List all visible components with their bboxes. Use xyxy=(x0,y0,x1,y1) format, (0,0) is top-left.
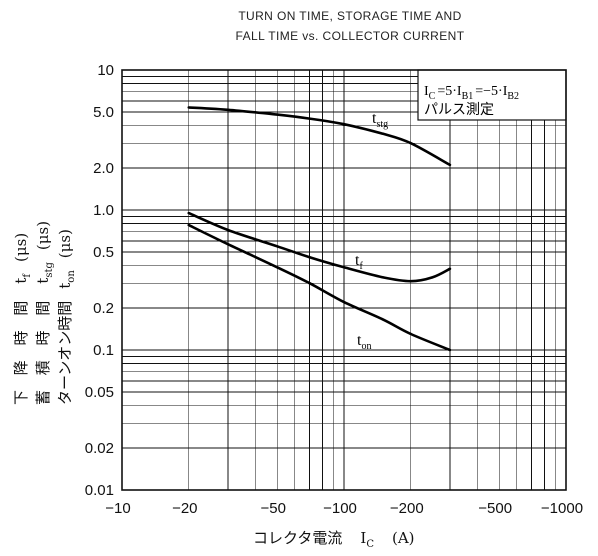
series-label-symbol: t xyxy=(372,110,377,127)
label-text: ターンオン時間 xyxy=(56,301,74,405)
data-point-ton xyxy=(342,300,346,304)
label-text: t xyxy=(12,278,30,284)
label-text: 蓄 積 時 間 xyxy=(34,296,52,405)
x-tick-labels: −10 −20 −50 −100 −200 −500 −1000 xyxy=(105,500,583,517)
y-tick-label: 0.01 xyxy=(85,482,114,499)
x-tick-label: −10 xyxy=(105,500,130,517)
label-text: t xyxy=(34,278,52,284)
data-point-tstg xyxy=(226,108,230,112)
data-point-tstg xyxy=(308,117,311,120)
subscript-text: B1 xyxy=(462,91,474,102)
y-axis-label-line-1: 下 降 時 間 tf (μs) xyxy=(12,233,33,405)
series-label-subscript: stg xyxy=(376,119,388,130)
series-label-symbol: t xyxy=(355,252,360,269)
subscript-text: on xyxy=(66,270,77,283)
y-tick-label: 10 xyxy=(97,62,114,79)
data-point-ton xyxy=(381,318,385,321)
label-text: パルス測定 xyxy=(424,102,494,118)
y-tick-label: 5.0 xyxy=(93,104,114,121)
series-label-tstg: tstg xyxy=(372,110,388,130)
data-point-tf xyxy=(308,256,311,259)
data-point-tstg xyxy=(381,132,385,135)
data-point-tstg xyxy=(342,123,346,126)
series-label-ton: ton xyxy=(357,332,371,352)
series-tf: tf xyxy=(187,211,452,283)
plot-grid xyxy=(122,70,566,490)
chart-title-line-1: TURN ON TIME, STORAGE TIME AND xyxy=(238,9,461,23)
label-text: (μs) xyxy=(12,233,30,262)
chart-title-line-2: FALL TIME vs. COLLECTOR CURRENT xyxy=(236,29,465,43)
series-label-subscript: on xyxy=(361,341,371,352)
data-point-tf xyxy=(448,267,452,270)
data-point-tf xyxy=(381,276,385,279)
y-tick-label: 2.0 xyxy=(93,160,114,177)
x-tick-label: −20 xyxy=(172,500,197,517)
data-point-ton xyxy=(226,243,230,246)
label-text: I xyxy=(360,529,366,547)
label-text: (A) xyxy=(392,529,415,547)
y-axis-label-line-3: ターンオン時間 ton (μs) xyxy=(56,229,77,405)
data-point-tf xyxy=(342,266,346,269)
x-tick-label: −200 xyxy=(390,500,424,517)
data-point-ton xyxy=(276,266,279,269)
data-point-tf xyxy=(226,228,230,232)
data-point-ton xyxy=(187,223,190,227)
data-point-ton xyxy=(409,332,412,336)
y-axis-label: 下 降 時 間tf(μs)蓄 積 時 間tstg(μs)ターンオン時間ton(μ… xyxy=(12,221,77,405)
data-point-ton xyxy=(448,348,452,352)
data-point-tstg xyxy=(409,142,412,145)
series-label-tf: tf xyxy=(355,252,363,272)
label-text: t xyxy=(56,283,74,289)
series-line-tstg xyxy=(187,106,452,167)
y-tick-label: 0.2 xyxy=(93,300,114,317)
y-axis-label-line-2: 蓄 積 時 間 tstg (μs) xyxy=(34,221,55,405)
y-tick-label: 0.02 xyxy=(85,440,114,457)
label-text: =−5·I xyxy=(475,84,507,99)
data-point-tf xyxy=(409,280,412,283)
subscript-text: C xyxy=(429,91,436,102)
series-tstg: tstg xyxy=(187,106,452,167)
label-text: I xyxy=(424,84,429,99)
series-label-symbol: t xyxy=(357,332,362,349)
data-point-tstg xyxy=(276,113,279,116)
legend-measurement-text: パルス測定 xyxy=(424,102,494,118)
subscript-text: C xyxy=(366,539,374,550)
y-tick-label: 0.5 xyxy=(93,244,114,261)
y-tick-label: 1.0 xyxy=(93,202,114,219)
x-axis-label: コレクタ電流 IC (A) xyxy=(253,529,415,550)
series-ton: ton xyxy=(187,223,452,352)
subscript-text: B2 xyxy=(507,91,519,102)
x-tick-label: −100 xyxy=(323,500,357,517)
plot-frame xyxy=(121,69,567,491)
y-tick-label: 0.1 xyxy=(93,342,114,359)
y-tick-labels: 10 5.0 2.0 1.0 0.5 0.2 0.1 0.05 0.02 0.01 xyxy=(85,62,114,499)
subscript-text: stg xyxy=(44,262,55,278)
label-text: 下 降 時 間 xyxy=(12,296,30,405)
condition-legend: IC =5·IB1 =−5·IB2 パルス測定 xyxy=(417,69,567,121)
label-text: (μs) xyxy=(56,229,74,258)
legend-condition-text: IC =5·IB1 =−5·IB2 xyxy=(424,84,519,102)
x-tick-label: −50 xyxy=(260,500,285,517)
series-label-subscript: f xyxy=(359,261,363,272)
subscript-text: f xyxy=(22,273,33,278)
data-point-tstg xyxy=(448,163,452,167)
data-point-tf xyxy=(431,276,434,279)
label-text: コレクタ電流 xyxy=(253,529,342,547)
x-tick-label: −1000 xyxy=(541,500,583,517)
data-point-tstg xyxy=(187,106,190,109)
x-tick-label: −500 xyxy=(478,500,512,517)
label-text: (μs) xyxy=(34,221,52,250)
data-point-tf xyxy=(276,245,279,248)
y-tick-label: 0.05 xyxy=(85,384,114,401)
data-point-ton xyxy=(308,282,311,285)
series-line-ton xyxy=(187,223,452,352)
label-text: =5·I xyxy=(437,84,462,99)
data-point-tf xyxy=(187,211,190,215)
